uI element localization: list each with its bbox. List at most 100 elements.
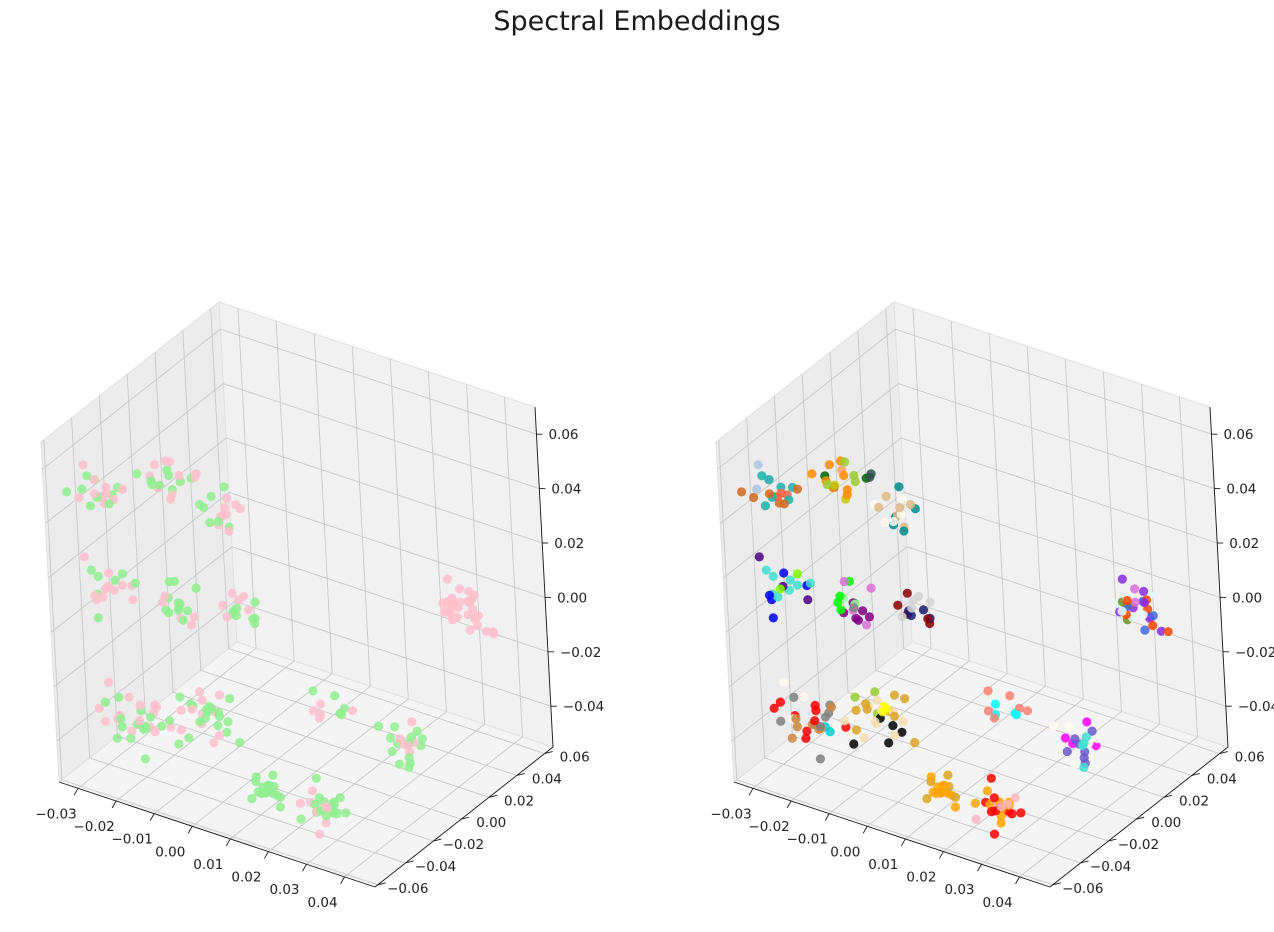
- scatter-point: [897, 493, 907, 503]
- scatter-point: [888, 516, 899, 527]
- gridline-y: [71, 417, 406, 864]
- scatter-point: [117, 569, 127, 579]
- scatter-point: [213, 516, 224, 527]
- scatter-point: [824, 460, 834, 470]
- x-tick-label: −0.02: [748, 819, 789, 835]
- scatter-point: [187, 704, 197, 714]
- y-tick-mark: [488, 794, 498, 798]
- scatter-point: [465, 625, 475, 635]
- scatter-point: [971, 814, 981, 824]
- scatter-point: [191, 583, 201, 593]
- y-axis-line: [1049, 746, 1229, 888]
- scatter-point: [906, 610, 916, 621]
- scatter-point: [764, 489, 775, 499]
- scatter-point: [810, 716, 820, 726]
- scatter-point: [1081, 732, 1091, 742]
- scatter-point: [768, 571, 778, 582]
- scatter-point: [849, 603, 859, 613]
- scatter-point: [149, 460, 159, 470]
- scatter-point: [865, 472, 875, 482]
- scatter-point: [407, 717, 417, 727]
- scatter-point: [247, 794, 257, 804]
- z-tick-label: 0.04: [1226, 482, 1256, 498]
- z-axis-line: [1209, 406, 1229, 748]
- scatter-point: [970, 798, 981, 808]
- y-tick-mark: [544, 751, 553, 754]
- y-tick-label: 0.06: [560, 750, 590, 766]
- scatter-point: [178, 615, 188, 625]
- scatter-point: [336, 710, 346, 720]
- scatter-point: [197, 695, 207, 705]
- scatter-point: [463, 610, 473, 620]
- z-tick-label: −0.02: [560, 645, 601, 661]
- scatter-point: [165, 716, 175, 726]
- scatter-point: [224, 526, 234, 536]
- x-tick-mark: [302, 864, 307, 872]
- scatter-point: [983, 706, 994, 716]
- scatter-point: [251, 772, 261, 782]
- gridline-x: [306, 384, 485, 865]
- scatter-point: [849, 470, 859, 481]
- z-tick-label: 0.06: [1223, 427, 1253, 443]
- scatter-point: [390, 722, 400, 732]
- y-tick-label: −0.02: [1118, 837, 1159, 853]
- scatter-point: [888, 721, 898, 731]
- scatter-point: [140, 754, 150, 764]
- scatter-point: [943, 770, 953, 780]
- scatter-point: [872, 695, 882, 705]
- scatter-point: [807, 469, 817, 479]
- scatter-point: [989, 829, 1000, 839]
- scatter-point: [473, 620, 483, 631]
- scatter-point: [214, 711, 225, 722]
- scatter-point: [897, 727, 907, 737]
- scatter-point: [164, 470, 174, 481]
- scatter-point: [243, 605, 254, 615]
- x-tick-label: 0.04: [308, 895, 338, 911]
- scatter-point: [870, 687, 880, 697]
- scatter-point: [757, 471, 767, 481]
- scatter-point: [996, 818, 1006, 828]
- scatter-point: [417, 734, 427, 744]
- scatter-point: [308, 706, 318, 716]
- scatter-point: [100, 584, 110, 594]
- scatter-point: [1130, 597, 1140, 607]
- gridline-z: [45, 383, 540, 524]
- gridline-x: [192, 346, 371, 827]
- y-tick-mark: [1108, 838, 1117, 842]
- scatter-point: [128, 595, 138, 605]
- x-tick-mark: [862, 826, 868, 834]
- scatter-point: [164, 577, 174, 587]
- x-tick-mark: [264, 851, 269, 859]
- z-tick-label: 0.00: [557, 590, 587, 606]
- scatter-point: [939, 787, 949, 797]
- scatter-point: [1087, 726, 1097, 736]
- scatter-point: [230, 500, 241, 510]
- scatter-point: [1022, 706, 1033, 716]
- y-tick-mark: [433, 838, 442, 842]
- y-tick-mark: [1163, 794, 1173, 798]
- scatter-point: [250, 597, 260, 607]
- scatter-point: [922, 794, 932, 804]
- x-tick-mark: [111, 800, 117, 809]
- scatter-point: [219, 482, 229, 492]
- scatter-point: [86, 565, 96, 575]
- scatter-point: [1148, 611, 1158, 621]
- scatter-point: [840, 457, 850, 467]
- scatter-point: [884, 738, 894, 748]
- scatter-point: [764, 475, 774, 485]
- scatter-point: [89, 475, 99, 485]
- scatter-point: [214, 730, 225, 741]
- gridline-y: [718, 439, 1053, 886]
- x-tick-mark: [73, 788, 79, 796]
- scatter-point: [1016, 808, 1026, 818]
- y-tick-mark: [405, 860, 414, 864]
- gridline-z: [53, 546, 549, 688]
- scatter-point: [174, 739, 184, 749]
- y-tick-label: −0.04: [1090, 859, 1131, 875]
- scatter-point: [442, 574, 452, 584]
- scatter-point: [473, 611, 483, 621]
- scatter-point: [315, 699, 325, 709]
- scatter-point: [866, 583, 876, 593]
- scatter-point: [183, 606, 193, 616]
- gridline-z: [47, 437, 543, 579]
